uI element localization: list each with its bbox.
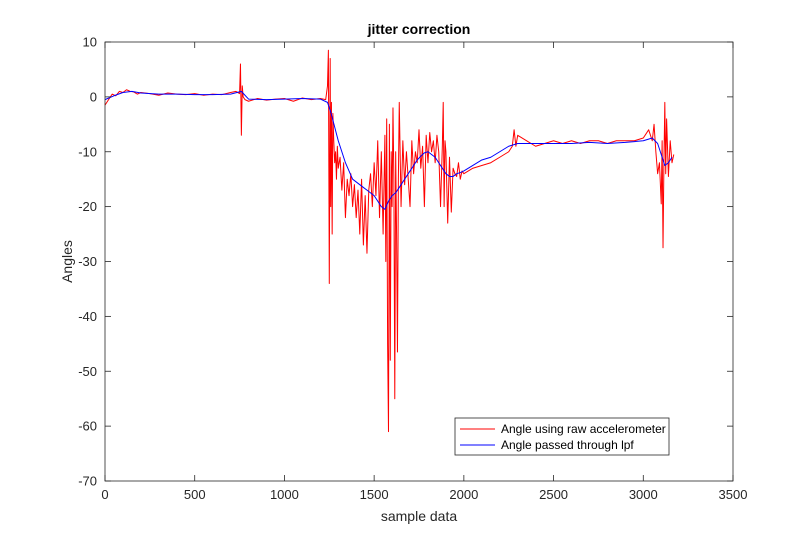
plot-area (105, 42, 733, 481)
legend-label: Angle using raw accelerometer (501, 422, 666, 436)
x-tick-label: 2500 (539, 487, 568, 502)
y-tick-label: 0 (90, 89, 97, 104)
y-tick-label: -10 (78, 144, 97, 159)
y-axis-title: Angles (59, 240, 75, 283)
y-tick-label: -20 (78, 199, 97, 214)
series-line-raw-accelerometer (104, 49, 675, 433)
legend-box (454, 417, 670, 456)
x-axis-title: sample data (381, 508, 457, 524)
series-layer (104, 49, 675, 433)
x-tick-label: 0 (101, 487, 108, 502)
x-tick-label: 3000 (629, 487, 658, 502)
y-tick-label: -40 (78, 309, 97, 324)
legend-label: Angle passed through lpf (501, 438, 634, 452)
x-tick-label: 3500 (719, 487, 748, 502)
y-tick-label: -60 (78, 419, 97, 434)
x-tick-label: 500 (184, 487, 206, 502)
series-line-lpf (104, 90, 673, 210)
x-tick-label: 1000 (270, 487, 299, 502)
ticks-layer: 0 500 1000 1500 2000 2500 3000 3500 10 0 -10 -20 -30… (78, 35, 747, 503)
legend: Angle using raw accelerometer Angle passe… (454, 417, 670, 456)
y-tick-label: -50 (78, 364, 97, 379)
y-tick-label: -70 (78, 474, 97, 489)
chart-title: jitter correction (367, 21, 471, 37)
x-tick-label: 1500 (360, 487, 389, 502)
y-tick-label: 10 (83, 35, 97, 50)
x-tick-label: 2000 (449, 487, 478, 502)
y-tick-label: -30 (78, 254, 97, 269)
